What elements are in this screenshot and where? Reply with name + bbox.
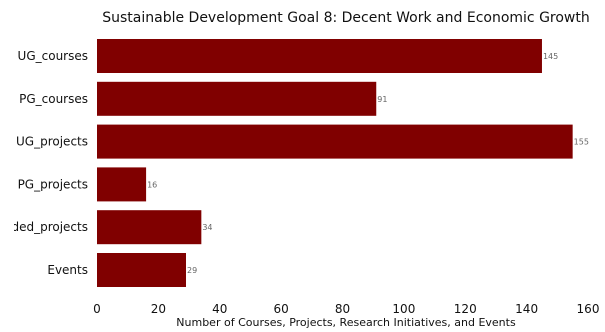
value-label: 34 (202, 223, 212, 232)
value-label: 16 (147, 180, 157, 189)
value-label: 155 (574, 138, 589, 147)
bar-funded-projects (97, 210, 202, 245)
bar-pg-projects (97, 167, 147, 202)
bar-pg-courses (97, 81, 377, 116)
x-tick-label: 80 (335, 302, 350, 316)
x-tick-label: 140 (515, 302, 538, 316)
bar-ug-courses (97, 39, 542, 73)
bars-layer (97, 39, 573, 287)
value-label: 91 (377, 95, 387, 104)
category-label: Funded_projects (0, 220, 88, 234)
value-labels: 145 91 155 16 34 29 (147, 52, 589, 275)
value-label: 29 (187, 266, 197, 275)
x-tick-label: 40 (212, 302, 227, 316)
x-tick-label: 100 (392, 302, 415, 316)
x-axis-ticks: 0 20 40 60 80 100 120 140 160 (93, 302, 599, 316)
x-tick-label: 0 (93, 302, 101, 316)
category-labels: UG_courses PG_courses UG_projects PG_projec… (0, 49, 88, 277)
x-tick-label: 160 (577, 302, 600, 316)
bar-events (97, 253, 186, 287)
value-label: 145 (543, 52, 558, 61)
category-label: UG_projects (16, 135, 88, 149)
bar-ug-projects (97, 124, 573, 159)
category-label: UG_courses (18, 49, 88, 63)
category-label: Events (47, 263, 88, 277)
x-tick-label: 60 (273, 302, 288, 316)
category-label: PG_courses (19, 92, 88, 106)
x-tick-label: 20 (151, 302, 166, 316)
chart-title: Sustainable Development Goal 8: Decent W… (102, 10, 590, 26)
x-tick-label: 120 (454, 302, 477, 316)
x-axis-label: Number of Courses, Projects, Research In… (176, 316, 516, 329)
category-label: PG_projects (18, 177, 88, 191)
